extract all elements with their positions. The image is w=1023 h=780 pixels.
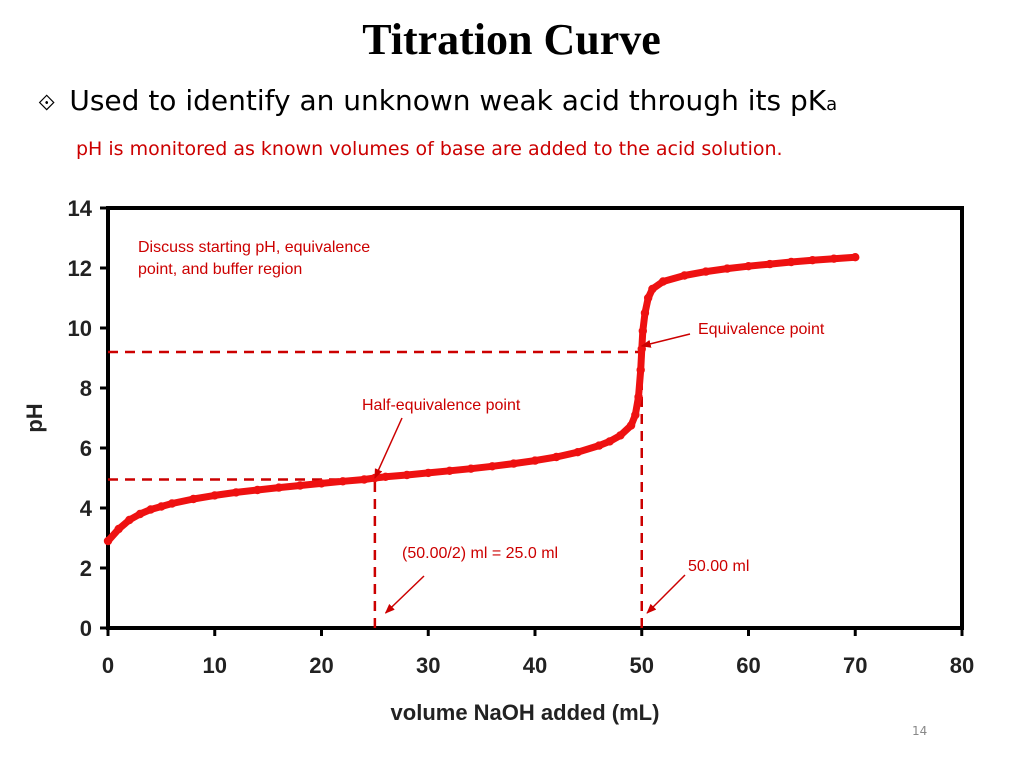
data-point (701, 267, 710, 276)
data-point (381, 472, 390, 481)
x-tick-label: 10 (203, 653, 227, 678)
data-point (402, 470, 412, 480)
data-point (445, 466, 454, 475)
annotation-text: Discuss starting pH, equivalence (138, 239, 370, 256)
diamond-bullet-icon: ⟐ (38, 91, 56, 116)
data-point (658, 277, 668, 286)
data-point (573, 448, 582, 457)
data-point (605, 437, 614, 446)
data-point (360, 475, 369, 484)
data-point (167, 499, 177, 508)
annotation-arrow (384, 575, 425, 614)
y-tick-label: 0 (80, 616, 92, 641)
annotation-arrow (640, 333, 691, 348)
data-point (424, 468, 433, 478)
annotation-text: 50.00 ml (688, 558, 749, 575)
data-point (808, 256, 817, 265)
data-point (643, 293, 653, 303)
data-point (829, 254, 839, 263)
x-tick-label: 50 (630, 653, 654, 678)
data-point (488, 462, 497, 471)
data-point (637, 344, 646, 354)
data-point (594, 441, 604, 450)
data-point (135, 509, 145, 519)
data-point (680, 271, 689, 280)
data-point (466, 464, 476, 473)
y-axis-title: pH (22, 403, 47, 432)
data-point (634, 392, 643, 402)
data-point (631, 410, 640, 420)
y-tick-label: 14 (68, 196, 93, 221)
data-point (640, 308, 650, 318)
y-tick-label: 2 (80, 556, 92, 581)
data-point (231, 488, 241, 497)
bullet-subscript: a (826, 94, 838, 115)
annotation-text: (50.00/2) ml = 25.0 ml (402, 545, 558, 562)
data-point (530, 456, 540, 465)
data-point (744, 262, 753, 271)
annotation-text: point, and buffer region (138, 261, 302, 278)
y-tick-label: 12 (68, 256, 92, 281)
x-axis-title: volume NaOH added (mL) (391, 700, 660, 725)
x-tick-label: 20 (309, 653, 333, 678)
x-tick-label: 30 (416, 653, 440, 678)
annotation-text: Equivalence point (698, 321, 825, 338)
data-point (274, 483, 283, 492)
data-point (317, 479, 326, 488)
x-tick-label: 0 (102, 653, 114, 678)
description-text: pH is monitored as known volumes of base… (76, 138, 783, 160)
data-point (210, 491, 219, 500)
annotation-arrow (374, 417, 403, 479)
y-tick-label: 6 (80, 436, 92, 461)
data-point (338, 477, 348, 486)
data-point (295, 481, 305, 490)
annotation-arrow (646, 574, 686, 614)
data-point (189, 494, 198, 504)
data-point (638, 326, 648, 336)
data-point (103, 536, 113, 546)
y-tick-label: 10 (68, 316, 92, 341)
data-point (722, 264, 732, 273)
data-point (146, 505, 155, 514)
data-point (765, 259, 775, 269)
data-point (616, 431, 625, 440)
bullet-text: Used to identify an unknown weak acid th… (69, 84, 827, 117)
data-point (509, 459, 518, 468)
slide-title: Titration Curve (362, 15, 661, 64)
bullet-point: ⟐ Used to identify an unknown weak acid … (38, 84, 837, 124)
y-tick-label: 8 (80, 376, 92, 401)
x-tick-label: 40 (523, 653, 547, 678)
x-tick-label: 70 (843, 653, 867, 678)
data-point (114, 524, 123, 534)
annotation-text: Half-equivalence point (362, 397, 521, 414)
data-point (157, 502, 166, 511)
data-point (787, 257, 796, 267)
y-tick-label: 4 (80, 496, 93, 521)
x-tick-label: 80 (950, 653, 974, 678)
data-point (851, 253, 860, 262)
data-point (626, 421, 636, 430)
slide-number: 14 (912, 724, 928, 738)
data-point (253, 485, 262, 495)
data-point (636, 365, 645, 375)
data-point (125, 515, 134, 525)
data-point (552, 452, 561, 462)
x-tick-label: 60 (736, 653, 760, 678)
data-point (648, 284, 657, 294)
